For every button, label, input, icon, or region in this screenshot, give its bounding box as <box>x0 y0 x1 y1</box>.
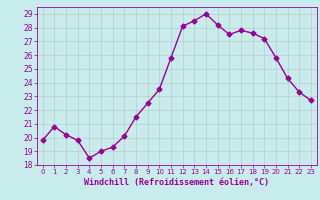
X-axis label: Windchill (Refroidissement éolien,°C): Windchill (Refroidissement éolien,°C) <box>84 178 269 187</box>
